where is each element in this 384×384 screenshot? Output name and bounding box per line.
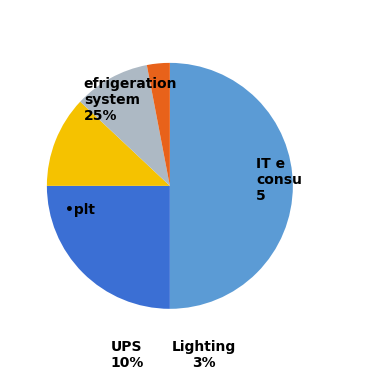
Text: efrigeration
system
25%: efrigeration system 25% (84, 76, 177, 123)
Text: UPS
10%: UPS 10% (110, 339, 144, 370)
Wedge shape (47, 102, 170, 186)
Wedge shape (80, 65, 170, 186)
Wedge shape (147, 63, 170, 186)
Text: •plt: •plt (65, 204, 95, 217)
Text: IT e
consu
5: IT e consu 5 (256, 157, 302, 203)
Text: Lighting
3%: Lighting 3% (172, 339, 237, 370)
Wedge shape (170, 63, 293, 309)
Wedge shape (47, 186, 170, 309)
